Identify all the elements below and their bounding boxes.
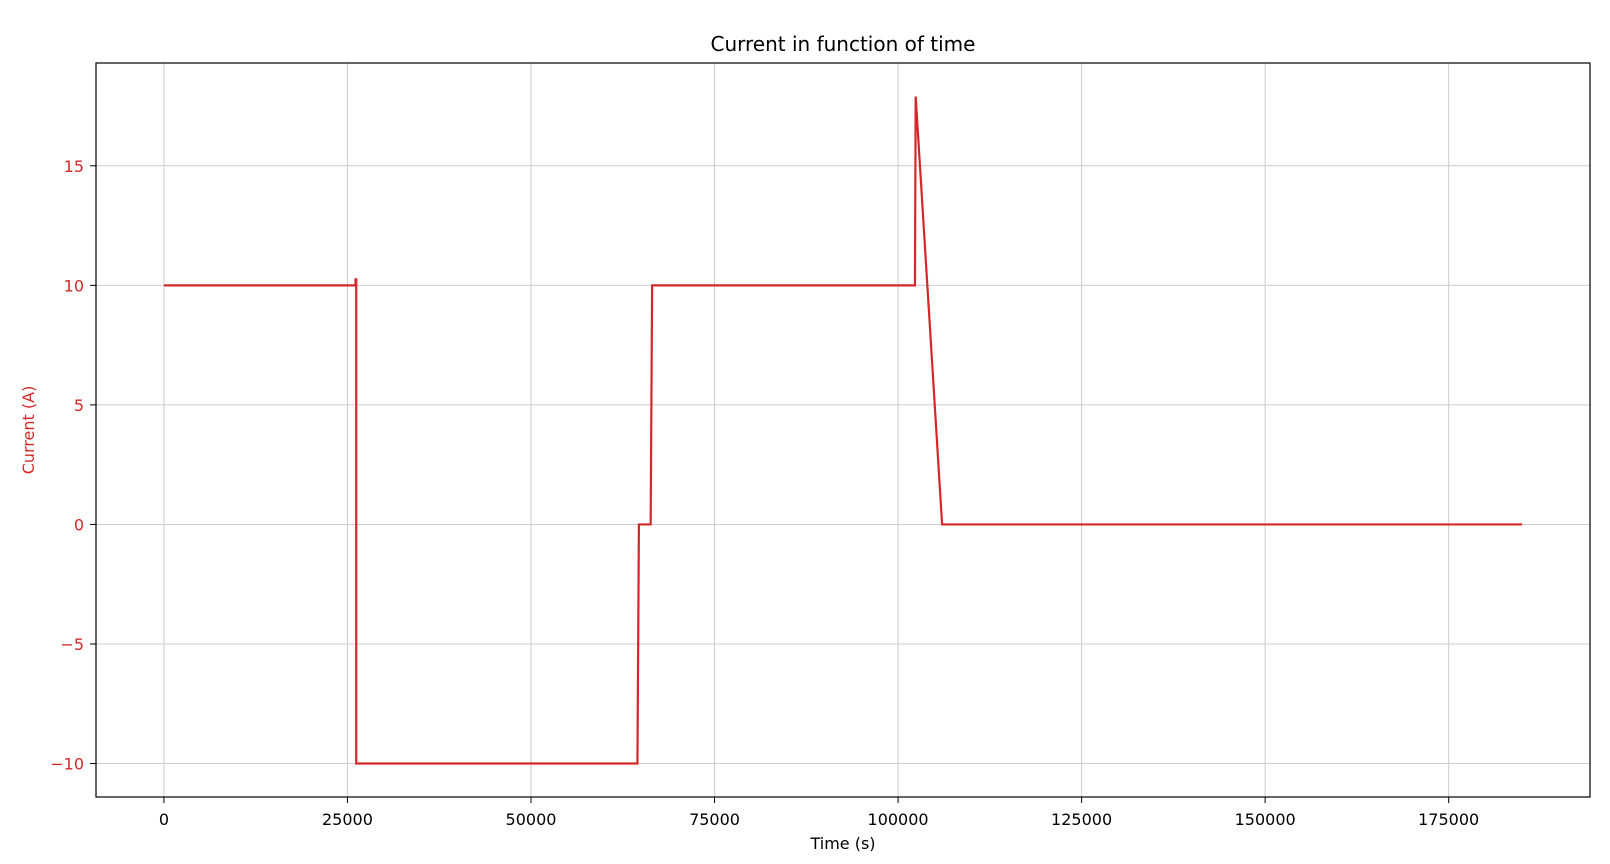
grid	[96, 63, 1590, 797]
plot-frame	[95, 62, 1591, 798]
series-layer	[163, 96, 1523, 765]
x-tick-label: 0	[159, 810, 169, 829]
y-axis-title: Current (A)	[19, 386, 38, 475]
y-axis: −10 −5 0 5 10 15	[50, 157, 96, 774]
x-tick-label: 150000	[1235, 810, 1296, 829]
x-axis-title: Time (s)	[809, 834, 875, 853]
x-tick-label: 50000	[506, 810, 557, 829]
x-tick-label: 75000	[689, 810, 740, 829]
x-tick-label: 175000	[1418, 810, 1479, 829]
x-tick-label: 125000	[1051, 810, 1112, 829]
x-tick-label: 100000	[868, 810, 929, 829]
chart-title: Current in function of time	[711, 32, 976, 56]
y-tick-label: −10	[50, 755, 84, 774]
y-tick-label: 5	[74, 396, 84, 415]
y-tick-label: 0	[74, 515, 84, 534]
y-tick-label: 15	[64, 157, 84, 176]
series-line-0	[163, 96, 1523, 765]
x-tick-label: 25000	[322, 810, 373, 829]
y-tick-label: −5	[60, 635, 84, 654]
y-tick-label: 10	[64, 276, 84, 295]
x-axis: 0 25000 50000 75000 100000 125000 150000 175000	[159, 797, 1479, 829]
